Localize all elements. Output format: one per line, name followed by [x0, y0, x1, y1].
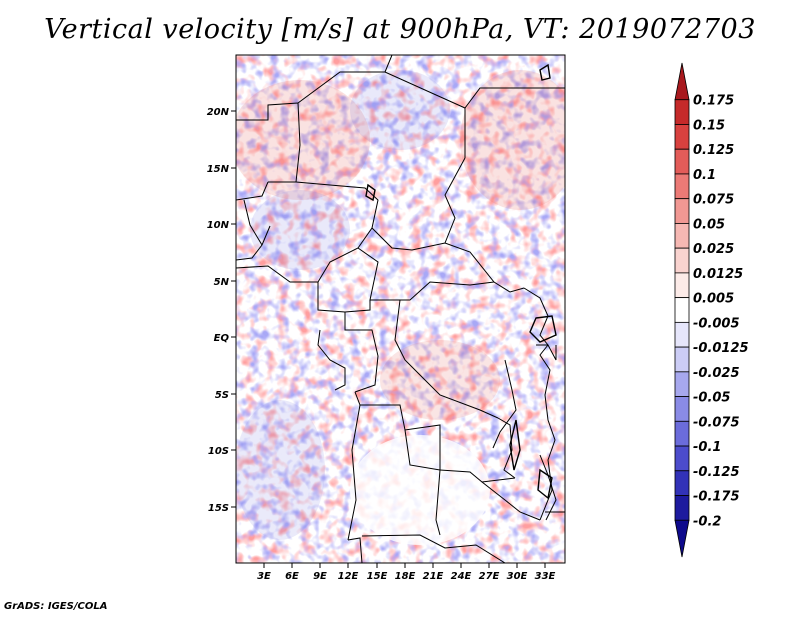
colorbar-swatch: [674, 420, 690, 447]
colorbar-swatch: [674, 396, 690, 422]
colorbar-label: -0.2: [693, 514, 721, 529]
lat-tick-label: 15N: [207, 164, 230, 175]
lon-tick-label: 9E: [313, 571, 327, 582]
colorbar-label: -0.1: [693, 440, 721, 455]
lon-tick-label: 27E: [479, 571, 500, 582]
colorbar-label: 0.075: [693, 193, 734, 208]
colorbar-label: 0.15: [693, 118, 725, 133]
colorbar-label: 0.025: [693, 242, 734, 257]
colorbar-swatch: [674, 148, 690, 175]
colorbar-swatch: [674, 247, 690, 274]
colorbar-label: 0.1: [693, 168, 716, 183]
colorbar-swatch: [674, 371, 690, 397]
colorbar-swatch: [674, 519, 690, 558]
map-title: Vertical velocity [m/s] at 900hPa, VT: 2…: [44, 14, 756, 45]
lat-tick-label: 5N: [214, 277, 230, 288]
colorbar-swatch: [674, 124, 690, 150]
lon-tick-label: 30E: [507, 571, 528, 582]
colorbar-swatch: [674, 470, 690, 496]
lon-tick-label: 6E: [285, 571, 299, 582]
colorbar-swatch: [674, 495, 690, 521]
lon-tick-label: 12E: [338, 571, 359, 582]
lat-tick-label: 10N: [207, 220, 230, 231]
lat-tick-label: 5S: [215, 390, 229, 401]
colorbar-label: 0.05: [693, 217, 725, 232]
lon-axis: 3E 6E 9E 12E 15E 18E 21E 24E 27E 30E 33E: [257, 563, 556, 582]
lon-tick-label: 3E: [257, 571, 271, 582]
colorbar-label: 0.175: [693, 94, 734, 109]
lat-tick-label: 20N: [207, 107, 230, 118]
colorbar-label: -0.005: [693, 316, 740, 331]
lakes: [365, 63, 557, 500]
colorbar-swatch: [674, 223, 690, 249]
colorbar-label: -0.0125: [693, 341, 749, 356]
colorbar-swatch: [674, 272, 690, 299]
lat-axis: 20N 15N 10N 5N EQ 5S 10S 15S: [207, 107, 236, 514]
colorbar-label: -0.075: [693, 415, 740, 430]
colorbar-label: -0.025: [693, 366, 740, 381]
colorbar-label: -0.125: [693, 465, 740, 480]
lon-tick-label: 15E: [367, 571, 388, 582]
lon-tick-label: 21E: [423, 571, 444, 582]
lat-tick-label: EQ: [214, 333, 230, 344]
lon-tick-label: 33E: [535, 571, 556, 582]
colorbar-label: 0.005: [693, 292, 734, 307]
colorbar-swatch: [674, 198, 690, 224]
lat-tick-label: 10S: [208, 446, 229, 457]
colorbar-swatch: [674, 445, 690, 472]
colorbar-swatch: [674, 297, 690, 323]
lat-tick-label: 15S: [208, 503, 229, 514]
colorbar-swatch: [674, 321, 690, 348]
velocity-field: [236, 55, 565, 563]
colorbar-label: 0.0125: [693, 267, 743, 282]
colorbar-swatch: [674, 173, 690, 200]
colorbar-swatch: [674, 346, 690, 373]
colorbar-label: -0.175: [693, 490, 740, 505]
colorbar-swatch: [674, 62, 690, 101]
map-frame: [235, 54, 566, 564]
colorbar-swatch: [674, 99, 690, 125]
colorbar-label: -0.05: [693, 391, 730, 406]
lon-tick-label: 24E: [451, 571, 472, 582]
grads-credit: GrADS: IGES/COLA: [4, 601, 108, 612]
lon-tick-label: 18E: [395, 571, 416, 582]
colorbar-label: 0.125: [693, 143, 734, 158]
colorbar: 0.175 0.15 0.125 0.1 0.075 0.05 0.025 0.0125 0.0…: [674, 62, 749, 558]
